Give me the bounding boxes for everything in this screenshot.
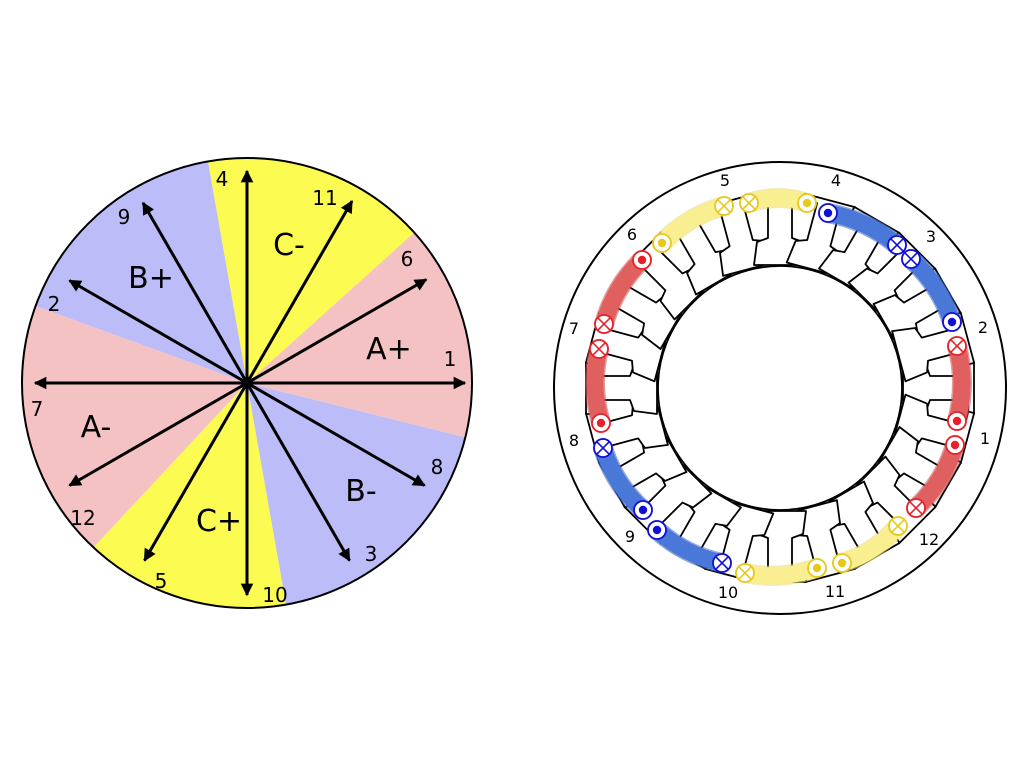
vector-label-8: 8 <box>431 455 444 479</box>
slot-label-5: 5 <box>720 171 730 190</box>
conductor-cross-b <box>887 235 907 255</box>
conductor-dot-a <box>591 413 611 433</box>
stator-bore <box>657 265 903 511</box>
vector-11 <box>245 200 354 384</box>
slot-label-4: 4 <box>831 171 841 190</box>
vector-label-5: 5 <box>155 569 168 593</box>
vector-8 <box>246 381 426 487</box>
conductor-cross-b <box>901 249 921 269</box>
slot-label-12: 12 <box>919 530 939 549</box>
vector-label-4: 4 <box>216 167 229 191</box>
vector-12 <box>68 381 248 487</box>
conductor-cross-c <box>714 196 734 216</box>
slot-label-6: 6 <box>627 225 637 244</box>
conductor-dot-b <box>942 312 962 332</box>
stator-conductors <box>589 193 967 583</box>
sector-b-minus <box>247 383 466 605</box>
conductor-dot-a <box>945 435 965 455</box>
phasor-sector-labels: A+ C- B+ A- C+ B- <box>81 228 412 539</box>
sector-a-minus <box>21 306 248 548</box>
conductor-dot-a <box>947 411 967 431</box>
slot-label-1: 1 <box>980 429 990 448</box>
vector-label-6: 6 <box>401 247 414 271</box>
stator-teeth <box>585 192 975 583</box>
phasor-diagram: A+ C- B+ A- C+ B- 1 2 3 4 5 6 7 8 9 10 1… <box>21 157 473 609</box>
conductor-dot-c <box>807 558 827 578</box>
conductor-dot-a <box>632 250 652 270</box>
conductor-cross-b <box>712 553 732 573</box>
vector-2 <box>68 279 248 385</box>
conductor-cross-c <box>735 563 755 583</box>
conductor-dot-b <box>818 203 838 223</box>
slot-label-9: 9 <box>625 527 635 546</box>
vector-label-2: 2 <box>48 292 61 316</box>
label-c-plus: C+ <box>196 504 242 539</box>
vector-6 <box>246 278 428 385</box>
conductor-dot-c <box>652 233 672 253</box>
vector-label-11: 11 <box>312 186 337 210</box>
slot-label-2: 2 <box>978 318 988 337</box>
stator-diagram: 1 2 3 4 5 6 7 8 9 10 11 12 <box>553 161 1007 615</box>
vector-label-9: 9 <box>118 205 131 229</box>
conductor-cross-c <box>888 516 908 536</box>
phasor-vector-labels: 1 2 3 4 5 6 7 8 9 10 11 12 <box>31 167 457 607</box>
coil-a <box>948 337 971 430</box>
stator-slot-labels: 1 2 3 4 5 6 7 8 9 10 11 12 <box>569 171 990 602</box>
coil-c <box>736 559 826 585</box>
conductor-cross-a <box>947 336 967 356</box>
slot-label-8: 8 <box>569 431 579 450</box>
conductor-cross-a <box>906 498 926 518</box>
vector-5 <box>143 382 249 562</box>
label-c-minus: C- <box>273 228 305 263</box>
phasor-sectors <box>21 158 472 608</box>
conductor-cross-a <box>589 339 609 359</box>
label-a-minus: A- <box>81 410 112 445</box>
conductor-cross-c <box>739 193 759 213</box>
slot-label-3: 3 <box>926 227 936 246</box>
vector-label-1: 1 <box>444 347 457 371</box>
conductor-dot-b <box>647 520 667 540</box>
label-a-plus: A+ <box>366 332 412 367</box>
conductor-dot-b <box>633 500 653 520</box>
sector-b-plus <box>35 161 248 383</box>
vector-label-12: 12 <box>70 506 95 530</box>
stator-outer-ring <box>553 161 1007 615</box>
vector-label-10: 10 <box>262 583 287 607</box>
sector-c-plus <box>93 383 287 608</box>
label-b-minus: B- <box>345 474 376 509</box>
conductor-cross-b <box>593 438 613 458</box>
conductor-dot-c <box>832 553 852 573</box>
label-b-plus: B+ <box>128 261 174 296</box>
slot-label-7: 7 <box>569 319 579 338</box>
slot-label-10: 10 <box>718 583 738 602</box>
vector-9 <box>141 201 249 384</box>
vector-label-7: 7 <box>31 397 44 421</box>
coil-a <box>586 340 610 432</box>
phasor-vectors <box>33 169 467 597</box>
conductor-dot-c <box>797 193 817 213</box>
conductor-cross-a <box>594 314 614 334</box>
slot-label-11: 11 <box>825 582 845 601</box>
vector-3 <box>245 382 351 562</box>
vector-label-3: 3 <box>365 542 378 566</box>
phasor-circle-outline <box>21 157 473 609</box>
